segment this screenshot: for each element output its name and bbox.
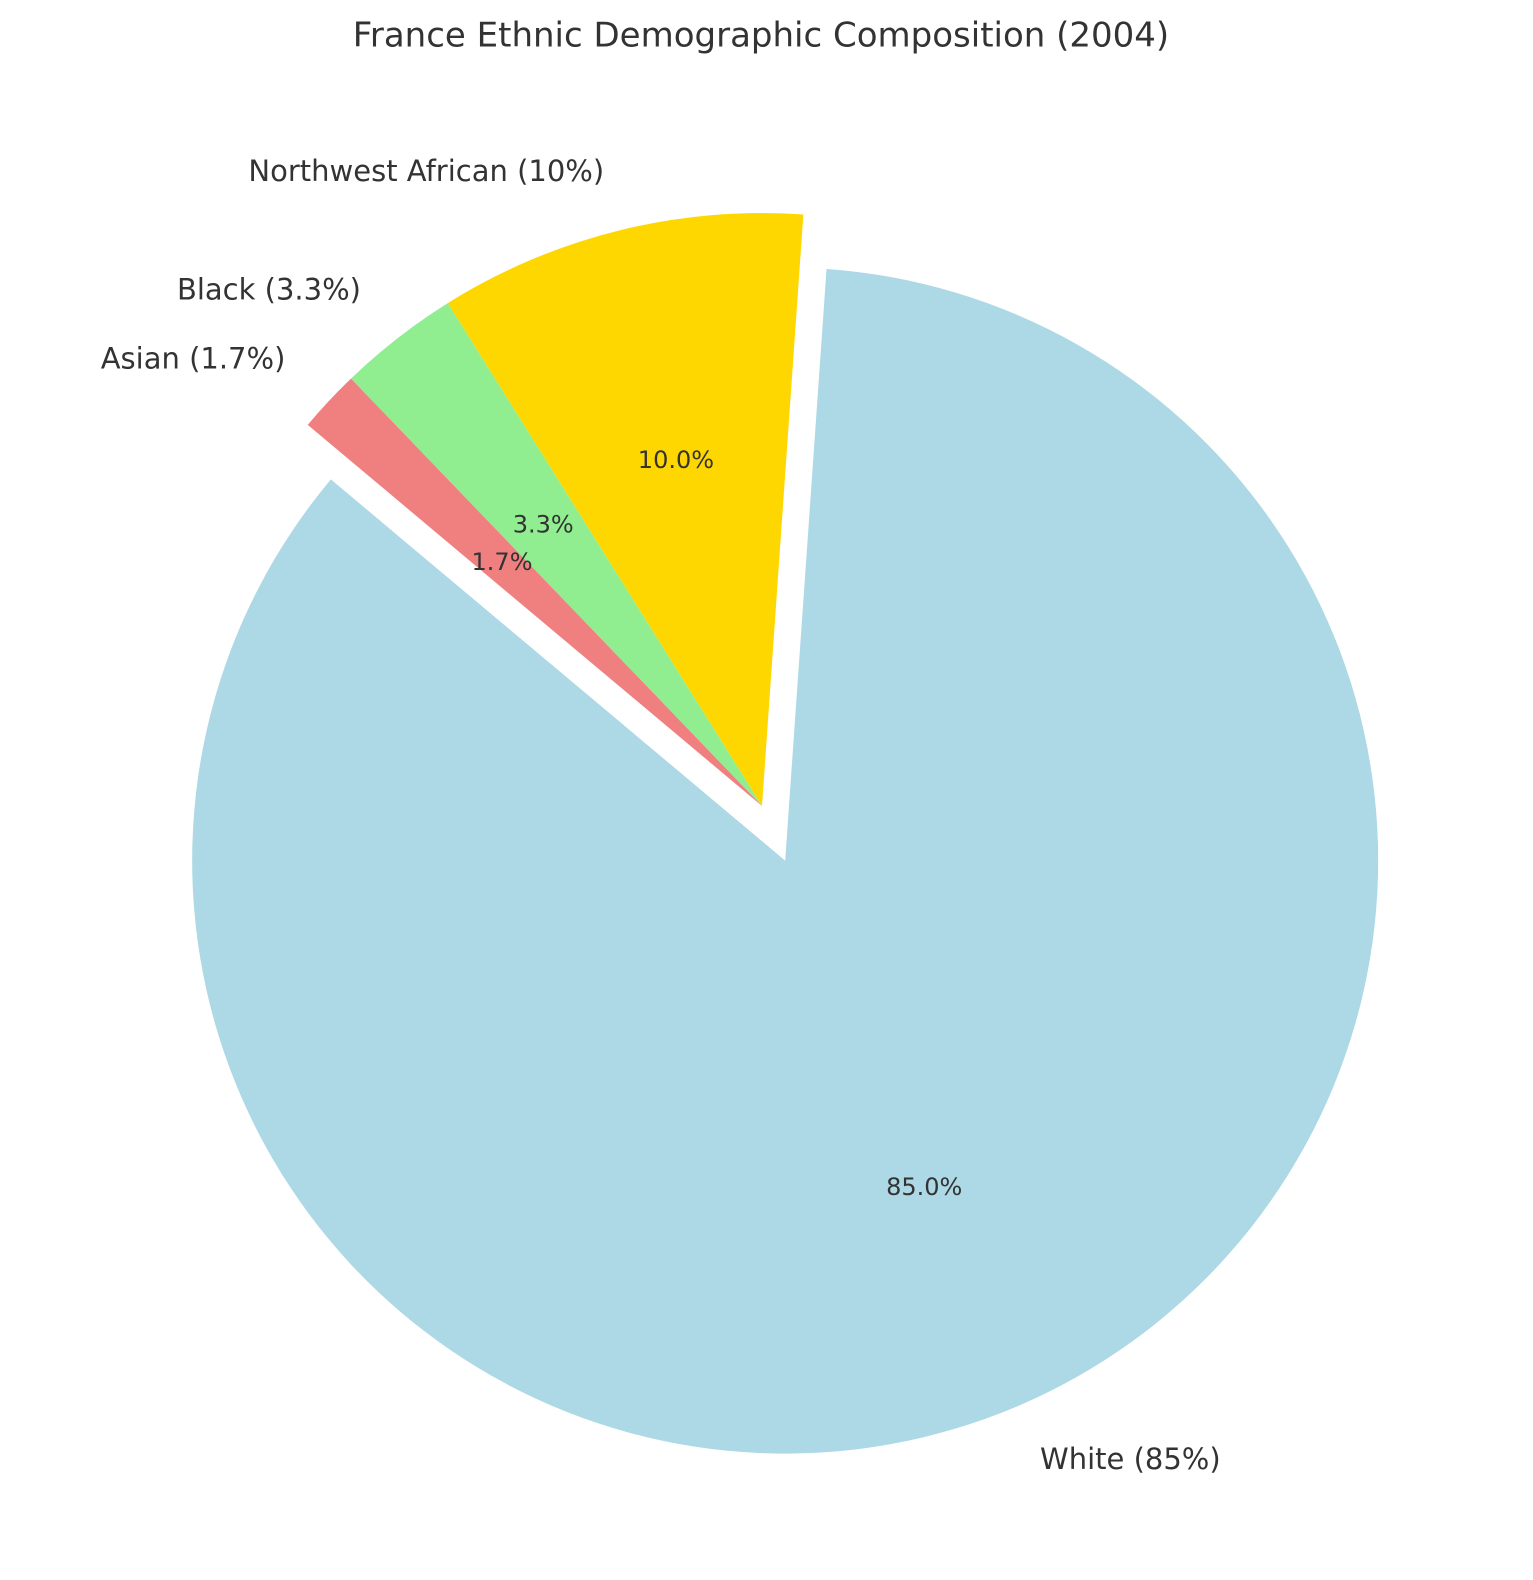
slice-label: Black (3.3%) xyxy=(177,273,361,307)
pie-slice xyxy=(192,269,1379,1454)
chart-title: France Ethnic Demographic Composition (2… xyxy=(353,16,1169,56)
pie-slice xyxy=(447,213,804,806)
value-label: 1.7% xyxy=(472,548,533,576)
pie-slice xyxy=(307,378,762,806)
slice-label: White (85%) xyxy=(1040,1442,1221,1476)
pie-slice xyxy=(350,303,762,806)
value-label: 3.3% xyxy=(513,510,574,538)
value-label: 10.0% xyxy=(638,446,714,474)
slice-label: Asian (1.7%) xyxy=(101,342,286,376)
slice-label: Northwest African (10%) xyxy=(248,154,604,188)
value-label: 85.0% xyxy=(886,1173,962,1201)
